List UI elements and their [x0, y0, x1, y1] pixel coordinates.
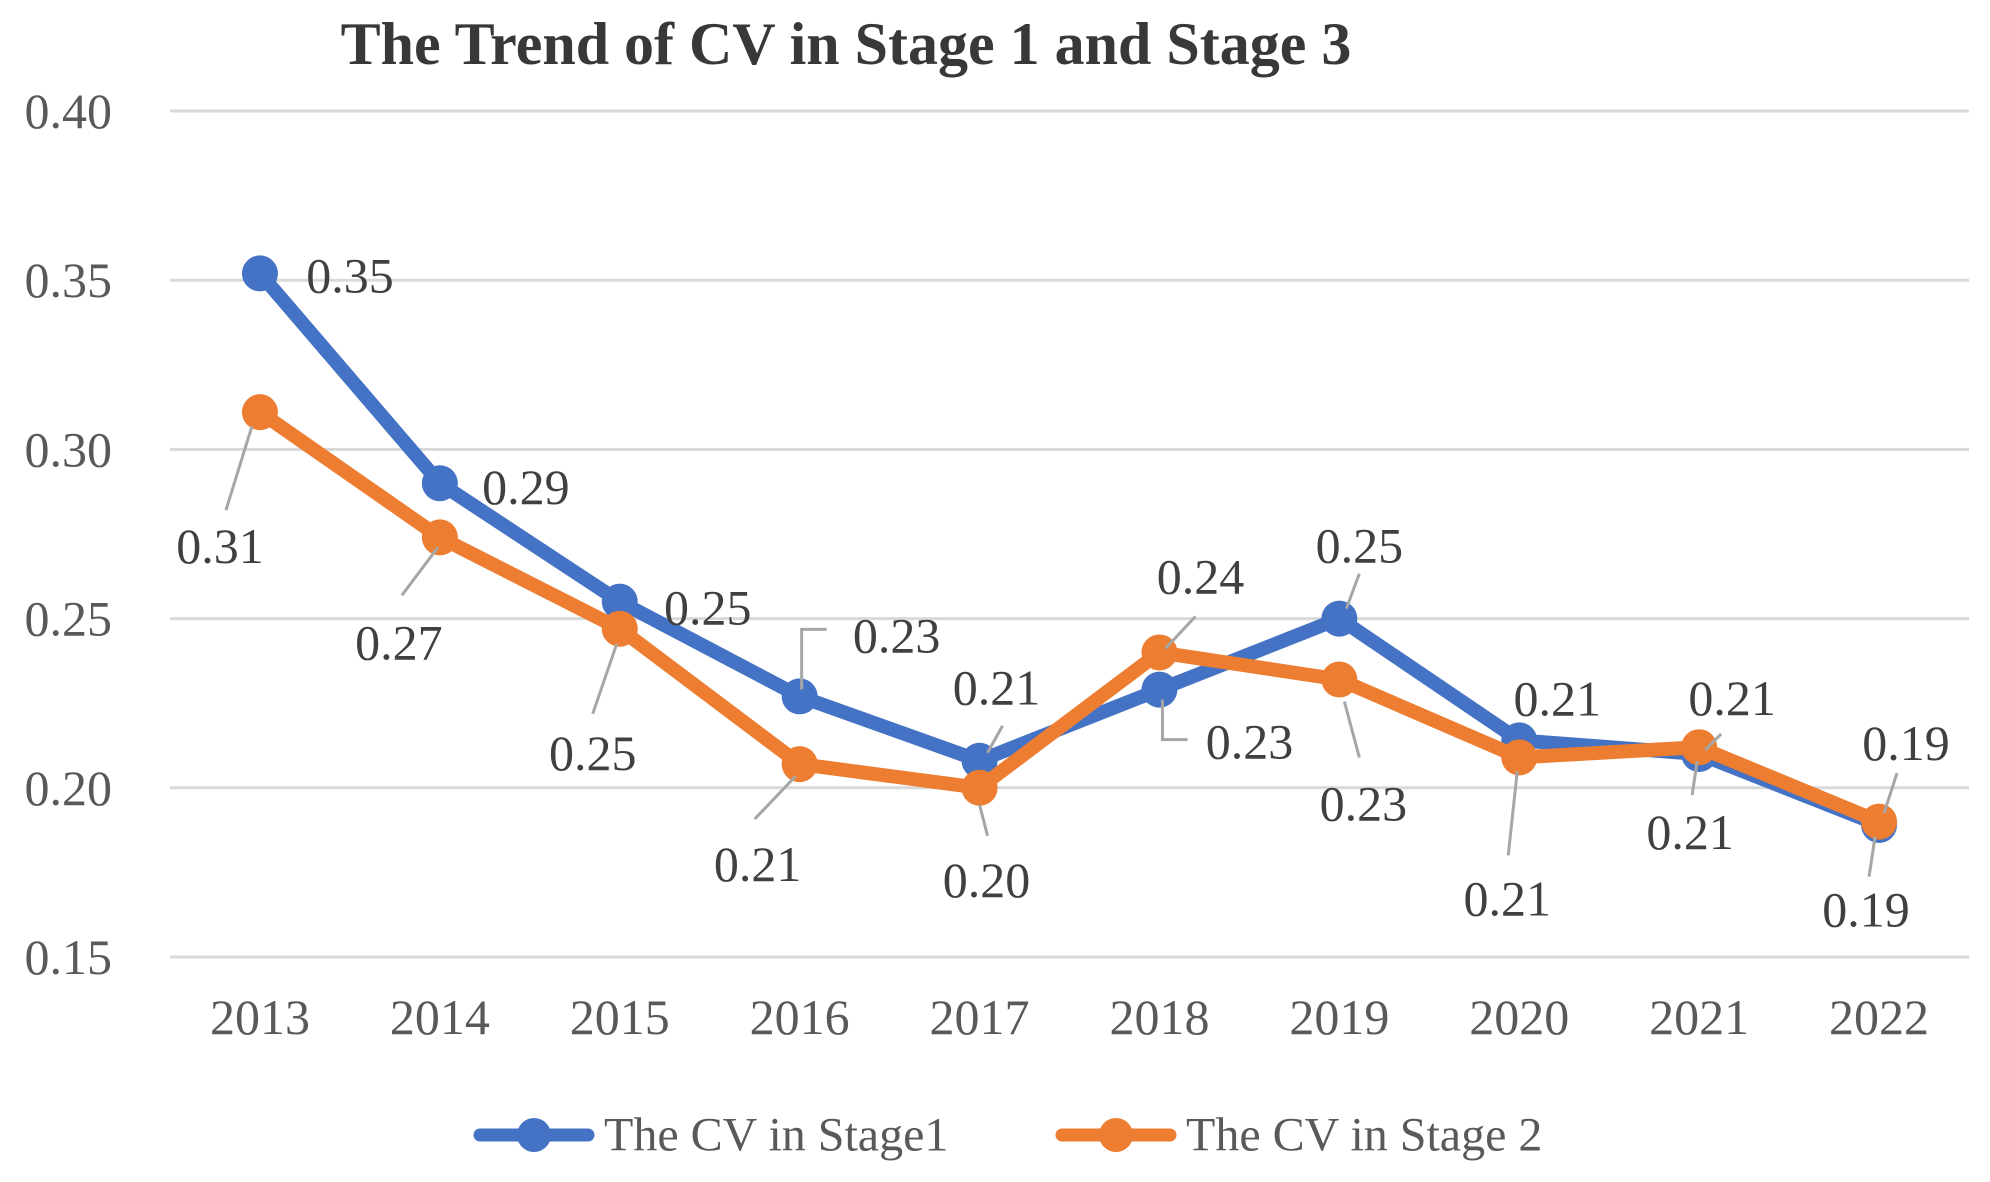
- x-axis-tick-label: 2013: [210, 989, 310, 1045]
- data-label: 0.19: [1822, 882, 1910, 938]
- data-label: 0.29: [482, 459, 570, 515]
- y-axis-tick-label: 0.15: [25, 929, 113, 985]
- series-2-marker: [1861, 803, 1898, 840]
- data-label: 0.27: [355, 614, 443, 670]
- data-label-leader-line: [400, 546, 440, 597]
- x-axis-tick-label: 2021: [1649, 989, 1749, 1045]
- legend-item-stage1: The CV in Stage1: [473, 1109, 948, 1162]
- data-label-leader-line: [1164, 615, 1197, 650]
- data-label: 0.24: [1157, 548, 1245, 604]
- data-label: 0.21: [1464, 870, 1552, 926]
- data-label: 0.21: [1688, 670, 1776, 726]
- series-1-marker: [1321, 600, 1358, 637]
- x-axis-tick-label: 2018: [1109, 989, 1209, 1045]
- legend-label-stage2: The CV in Stage 2: [1186, 1109, 1542, 1162]
- data-label-leader-line: [1690, 760, 1699, 796]
- data-label-leader-line: [1344, 573, 1361, 610]
- chart-title: The Trend of CV in Stage 1 and Stage 3: [341, 11, 1352, 77]
- series-2-marker: [601, 610, 638, 647]
- data-label-leader-line: [224, 425, 254, 511]
- series-1-marker: [421, 465, 458, 502]
- series-2-marker: [421, 519, 458, 556]
- chart-plot-area: 0.40 0.35 0.30 0.25 0.20 0.15 2013 2014 2015 2016…: [25, 83, 1969, 1045]
- data-label: 0.19: [1862, 715, 1950, 771]
- data-label-leader-line: [1882, 772, 1899, 814]
- legend-item-stage2: The CV in Stage 2: [1055, 1109, 1542, 1162]
- data-label: 0.23: [1320, 776, 1408, 832]
- x-axis-tick-label: 2022: [1829, 989, 1929, 1045]
- series-2-marker: [1681, 729, 1718, 766]
- y-axis-tick-label: 0.35: [25, 252, 113, 308]
- series-1-marker: [601, 583, 638, 620]
- legend-swatch-marker-stage1: [517, 1118, 551, 1152]
- series-2-marker: [961, 769, 998, 806]
- data-label-leader-line: [1342, 701, 1361, 758]
- series-2-marker: [781, 746, 818, 783]
- series-1-marker: [1141, 671, 1178, 708]
- data-label: 0.23: [853, 607, 941, 663]
- data-label: 0.21: [1646, 804, 1734, 860]
- y-axis-tick-label: 0.30: [25, 421, 113, 477]
- data-label-leader-line: [978, 804, 990, 837]
- data-label-leader-line: [591, 643, 619, 715]
- x-axis-tick-label: 2020: [1469, 989, 1569, 1045]
- data-label: 0.21: [1514, 670, 1602, 726]
- data-label: 0.23: [1206, 714, 1294, 770]
- data-label: 0.35: [306, 247, 394, 303]
- data-label: 0.25: [549, 725, 637, 781]
- data-label: 0.21: [953, 660, 1041, 716]
- legend-label-stage1: The CV in Stage1: [604, 1109, 948, 1162]
- data-label: 0.20: [943, 852, 1031, 908]
- x-axis-tick-label: 2017: [930, 989, 1030, 1045]
- series-2-marker: [1321, 661, 1358, 698]
- series-1-line: [252, 266, 1887, 833]
- data-label-leader-line: [753, 775, 797, 821]
- data-label-leader-line: [1704, 732, 1723, 752]
- data-label: 0.21: [714, 836, 802, 892]
- data-label-leader-line: [1506, 771, 1519, 856]
- x-axis-tick-label: 2019: [1289, 989, 1389, 1045]
- legend: The CV in Stage1 The CV in Stage 2: [473, 1109, 1542, 1162]
- y-axis-tick-label: 0.25: [25, 591, 113, 647]
- series-1-marker: [781, 678, 818, 715]
- data-label-leader-line: [1160, 699, 1188, 742]
- data-label-leader-line: [1867, 836, 1877, 877]
- x-axis-tick-label: 2014: [390, 989, 490, 1045]
- x-axis-tick-label: 2016: [750, 989, 850, 1045]
- data-label-leader-line: [800, 627, 827, 690]
- legend-swatch-marker-stage2: [1099, 1118, 1133, 1152]
- series-2-line: [252, 405, 1887, 829]
- x-axis-tick-label: 2015: [570, 989, 670, 1045]
- data-label: 0.25: [1316, 518, 1404, 574]
- data-label-leader-line: [986, 724, 1004, 754]
- series-1-marker: [241, 255, 278, 292]
- series-2-marker: [241, 394, 278, 431]
- y-axis-tick-label: 0.20: [25, 760, 113, 816]
- y-axis-tick-label: 0.40: [25, 83, 113, 139]
- series-2-marker: [1501, 739, 1538, 776]
- data-label: 0.25: [664, 580, 752, 636]
- data-label: 0.31: [176, 518, 264, 574]
